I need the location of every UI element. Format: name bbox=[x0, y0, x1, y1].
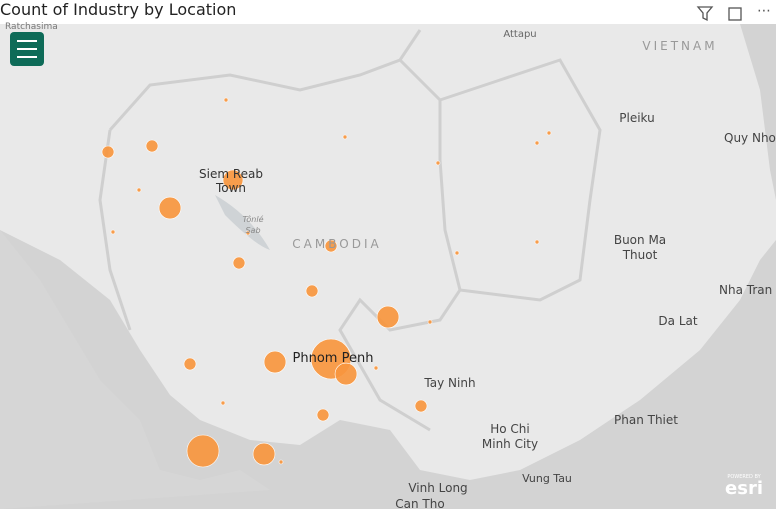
bubble bbox=[435, 160, 441, 166]
bubble bbox=[145, 139, 159, 153]
place-label: Sab bbox=[245, 226, 260, 235]
attribution-logo: esri bbox=[725, 478, 763, 499]
title: Count of Industry by Location bbox=[0, 0, 236, 19]
place-label: Town bbox=[215, 181, 246, 195]
place-label: Vinh Long bbox=[408, 481, 467, 495]
bubble bbox=[534, 140, 540, 146]
place-label: Pleiku bbox=[619, 111, 654, 125]
bubble bbox=[252, 442, 276, 466]
bubble bbox=[158, 196, 182, 220]
place-label: Siem Reab bbox=[199, 167, 263, 181]
place-label: Ratchasima bbox=[5, 22, 58, 32]
bubble bbox=[136, 187, 142, 193]
labels: Ratchasima Attapu VIETNAM Pleiku Quy Nho Siem… bbox=[5, 22, 776, 511]
place-label: Tay Ninh bbox=[423, 376, 475, 390]
bubble bbox=[324, 239, 338, 253]
bubble bbox=[222, 169, 244, 191]
place-label: Da Lat bbox=[658, 314, 697, 328]
place-label: Thuot bbox=[622, 248, 658, 262]
place-label: Nha Tran bbox=[719, 283, 772, 297]
place-label: VIETNAM bbox=[642, 39, 717, 53]
place-label: Can Tho bbox=[395, 497, 444, 509]
bubble bbox=[223, 97, 229, 103]
bubble bbox=[334, 362, 358, 386]
attribution-small: POWERED BY bbox=[727, 474, 761, 480]
more-icon[interactable]: ⋯ bbox=[757, 3, 771, 19]
lake bbox=[215, 195, 270, 250]
place-label: Buon Ma bbox=[614, 233, 666, 247]
toolbar bbox=[696, 6, 742, 22]
place-label: Attapu bbox=[503, 29, 536, 40]
bubble bbox=[376, 305, 400, 329]
bubble bbox=[183, 357, 197, 371]
place-label: Phan Thiet bbox=[614, 413, 678, 427]
place-label: Vung Tau bbox=[522, 472, 572, 485]
focus-icon[interactable] bbox=[728, 7, 742, 21]
bubble bbox=[305, 284, 319, 298]
bubble bbox=[278, 459, 284, 465]
bubble bbox=[186, 434, 220, 468]
borders bbox=[98, 29, 602, 432]
bubbles bbox=[101, 97, 552, 468]
place-label: Phnom Penh bbox=[293, 351, 374, 366]
place-label: Tônlé bbox=[242, 214, 263, 224]
bubble bbox=[101, 145, 115, 159]
filter-icon[interactable] bbox=[696, 6, 714, 22]
bubble bbox=[414, 399, 428, 413]
bubble bbox=[454, 250, 460, 256]
bubble bbox=[373, 365, 379, 371]
gulf bbox=[0, 230, 270, 509]
menu-icon bbox=[17, 40, 37, 58]
bubble bbox=[342, 134, 348, 140]
place-label: Minh City bbox=[482, 437, 538, 451]
bubble bbox=[110, 229, 116, 235]
bubble bbox=[427, 319, 433, 325]
bubble bbox=[263, 350, 287, 374]
bubble bbox=[232, 256, 246, 270]
sea-east bbox=[740, 24, 776, 200]
bubble bbox=[534, 239, 540, 245]
bubble bbox=[245, 230, 251, 236]
bubble bbox=[220, 400, 226, 406]
bubble bbox=[546, 130, 552, 136]
place-label: Quy Nho bbox=[724, 131, 776, 145]
place-label: Ho Chi bbox=[490, 422, 530, 436]
bubble bbox=[316, 408, 330, 422]
place-label: CAMBODIA bbox=[292, 237, 381, 251]
